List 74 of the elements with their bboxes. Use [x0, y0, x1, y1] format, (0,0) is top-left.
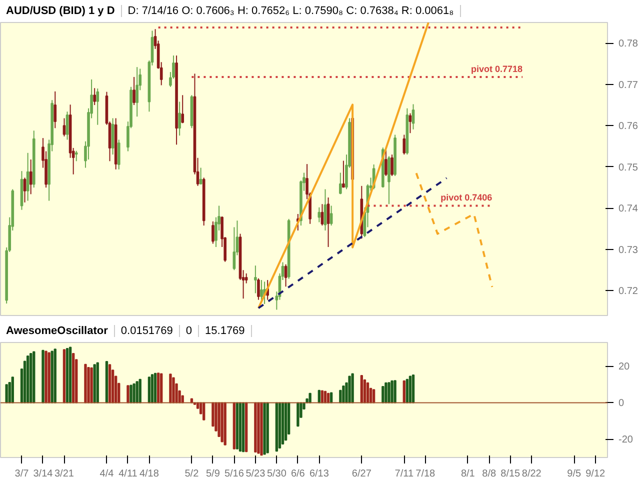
candlestick	[62, 118, 66, 137]
candlestick	[212, 220, 214, 244]
x-tick-label: 7/18	[416, 468, 436, 480]
line-series	[415, 172, 494, 288]
candlestick	[284, 264, 288, 288]
x-tick-label: 7/11	[394, 468, 414, 480]
candlestick	[330, 205, 333, 226]
x-tick-label: 4/11	[118, 468, 138, 480]
candlestick	[111, 118, 114, 156]
candlestick	[23, 177, 26, 203]
candlestick	[96, 88, 100, 126]
x-tick-label: 5/30	[266, 468, 287, 480]
candlestick	[320, 204, 324, 226]
candlestick	[29, 159, 32, 195]
candlestick	[402, 134, 406, 156]
x-tick-label: 5/9	[206, 468, 220, 480]
candlestick	[74, 150, 78, 162]
candlestick	[257, 278, 260, 300]
candlestick	[117, 139, 120, 170]
y-tick-label: 0.76	[618, 121, 638, 132]
x-tick-label: 5/16	[224, 468, 244, 480]
candlestick	[244, 272, 248, 284]
candlestick	[132, 76, 136, 106]
y-tick-label: 0.74	[618, 204, 638, 215]
y-tick-label: 0.75	[618, 162, 638, 174]
chart-title: AwesomeOscillator	[6, 325, 108, 337]
x-tick-label: 4/18	[139, 468, 160, 480]
x-tick-label: 4/4	[100, 468, 114, 480]
candlestick	[388, 156, 390, 205]
candlestick	[181, 94, 184, 124]
series-label: pivot 0.7406	[440, 192, 492, 203]
x-tick-label: 3/14	[33, 468, 54, 480]
series-label: pivot 0.7718	[470, 64, 523, 74]
x-tick-label: 5/2	[184, 468, 200, 480]
candlestick	[326, 196, 330, 248]
candlestick	[199, 167, 202, 185]
y-tick-label: 0.73	[618, 244, 638, 256]
x-tick-label: 8/8	[482, 468, 497, 480]
x-tick-label: 3/21	[54, 468, 74, 480]
x-tick-label: 8/15	[500, 468, 521, 480]
x-tick-label: 3/7	[14, 468, 30, 480]
y-tick-label: 0	[618, 398, 624, 410]
candlestick	[66, 111, 69, 140]
candlestick	[136, 66, 138, 118]
text: 0	[186, 325, 192, 337]
y-tick-label: -20	[618, 434, 634, 446]
candlestick	[93, 88, 96, 106]
candlestick	[254, 265, 257, 294]
x-tick-label: 8/22	[522, 468, 542, 480]
x-tick-label: 6/27	[352, 468, 372, 480]
y-tick-label: 20	[618, 362, 630, 373]
line-series	[257, 22, 430, 310]
candlestick	[318, 206, 321, 223]
candlestick	[390, 154, 394, 177]
chart-title: AUD/USD (BID) 1 y D	[6, 5, 115, 17]
y-tick-label: 0.72	[618, 286, 638, 298]
x-tick-label: 9/5	[567, 468, 582, 480]
x-tick-label: 9/12	[586, 468, 606, 480]
x-tick-label: 6/6	[290, 468, 306, 480]
candlestick	[178, 101, 181, 136]
candlestick	[54, 90, 57, 129]
text: 15.1769	[205, 325, 245, 337]
x-tick-label: 5/23	[246, 468, 266, 480]
x-tick-label: 6/13	[309, 468, 330, 480]
candlestick	[339, 172, 342, 195]
y-tick-label: 0.78	[618, 38, 638, 50]
chart-subtitle: D: 7/14/16 O: 0.7606₃ H: 0.7652₆ L: 0.7590₈ C: 0.7638₄ R: 0.0061₈	[128, 5, 454, 17]
x-tick-label: 8/1	[460, 468, 476, 480]
y-tick-label: 0.77	[618, 80, 638, 91]
candlestick	[342, 160, 345, 188]
candlestick	[412, 104, 415, 130]
text: 0.0151769	[120, 325, 173, 337]
candlestick	[408, 112, 412, 134]
candlestick	[26, 152, 30, 202]
